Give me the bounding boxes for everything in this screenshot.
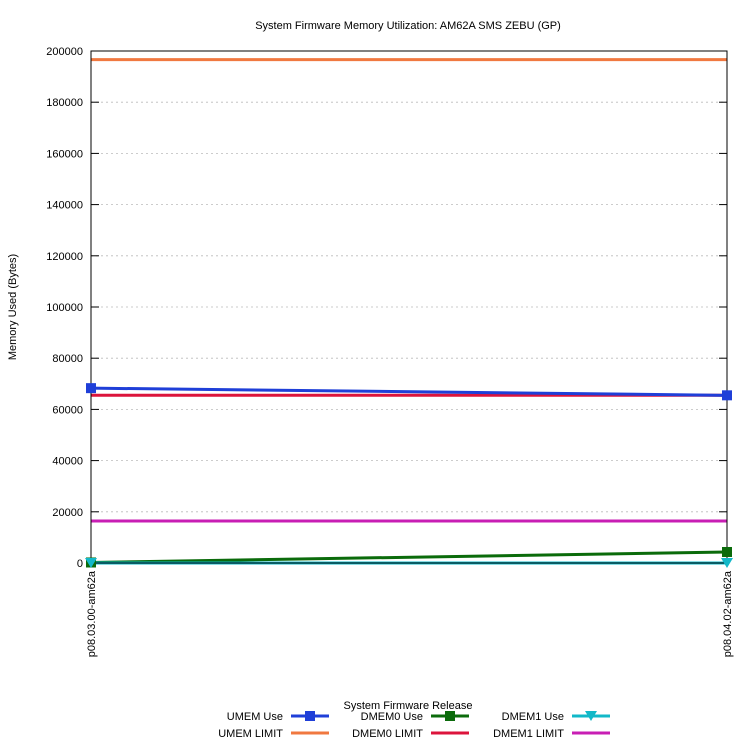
y-tick-label: 120000 xyxy=(46,251,83,263)
data-point-dmem0-use xyxy=(722,546,732,557)
series-layer xyxy=(90,58,728,565)
legend-label-dmem0-limit: DMEM0 LIMIT xyxy=(352,728,423,740)
y-tick-label: 180000 xyxy=(46,97,83,109)
legend-label-umem-use: UMEM Use xyxy=(227,711,283,723)
ticks-layer: 0 20000 40000 60000 80000 100000 120000 140000 1… xyxy=(46,46,734,657)
y-tick-label: 80000 xyxy=(52,353,83,365)
data-point-dmem1-use xyxy=(721,558,733,568)
y-tick-label: 140000 xyxy=(46,200,83,212)
x-tick-label: p08.04.02-am62a xyxy=(722,570,734,657)
y-tick-label: 20000 xyxy=(52,507,83,519)
legend-label-dmem0-use: DMEM0 Use xyxy=(361,711,423,723)
x-tick-label: p08.03.00-am62a xyxy=(86,570,98,657)
y-tick-label: 60000 xyxy=(52,404,83,416)
y-tick-label: 200000 xyxy=(46,46,83,58)
marker-layer xyxy=(85,383,733,568)
y-tick-label: 100000 xyxy=(46,302,83,314)
data-point-umem-use xyxy=(86,383,96,394)
series-line-umem-use xyxy=(90,386,728,397)
legend: UMEM Use DMEM0 Use DMEM1 Use UMEM LIMIT DMEM… xyxy=(218,711,610,740)
grid-layer xyxy=(91,101,727,513)
legend-marker-dmem0-use xyxy=(445,711,455,721)
series-line-dmem0-use xyxy=(90,550,728,564)
y-axis-label: Memory Used (Bytes) xyxy=(7,254,19,360)
chart-title: System Firmware Memory Utilization: AM62… xyxy=(255,20,561,32)
data-point-umem-use xyxy=(722,390,732,401)
x-axis-label: System Firmware Release xyxy=(344,700,473,712)
legend-label-dmem1-limit: DMEM1 LIMIT xyxy=(493,728,564,740)
legend-label-umem-limit: UMEM LIMIT xyxy=(218,728,283,740)
legend-marker-dmem1-use xyxy=(585,711,597,721)
legend-label-dmem1-use: DMEM1 Use xyxy=(502,711,564,723)
y-tick-label: 0 xyxy=(77,558,83,570)
y-tick-label: 40000 xyxy=(52,456,83,468)
data-point-dmem1-use xyxy=(85,558,97,568)
y-tick-label: 160000 xyxy=(46,148,83,160)
legend-marker-umem-use xyxy=(305,711,315,721)
